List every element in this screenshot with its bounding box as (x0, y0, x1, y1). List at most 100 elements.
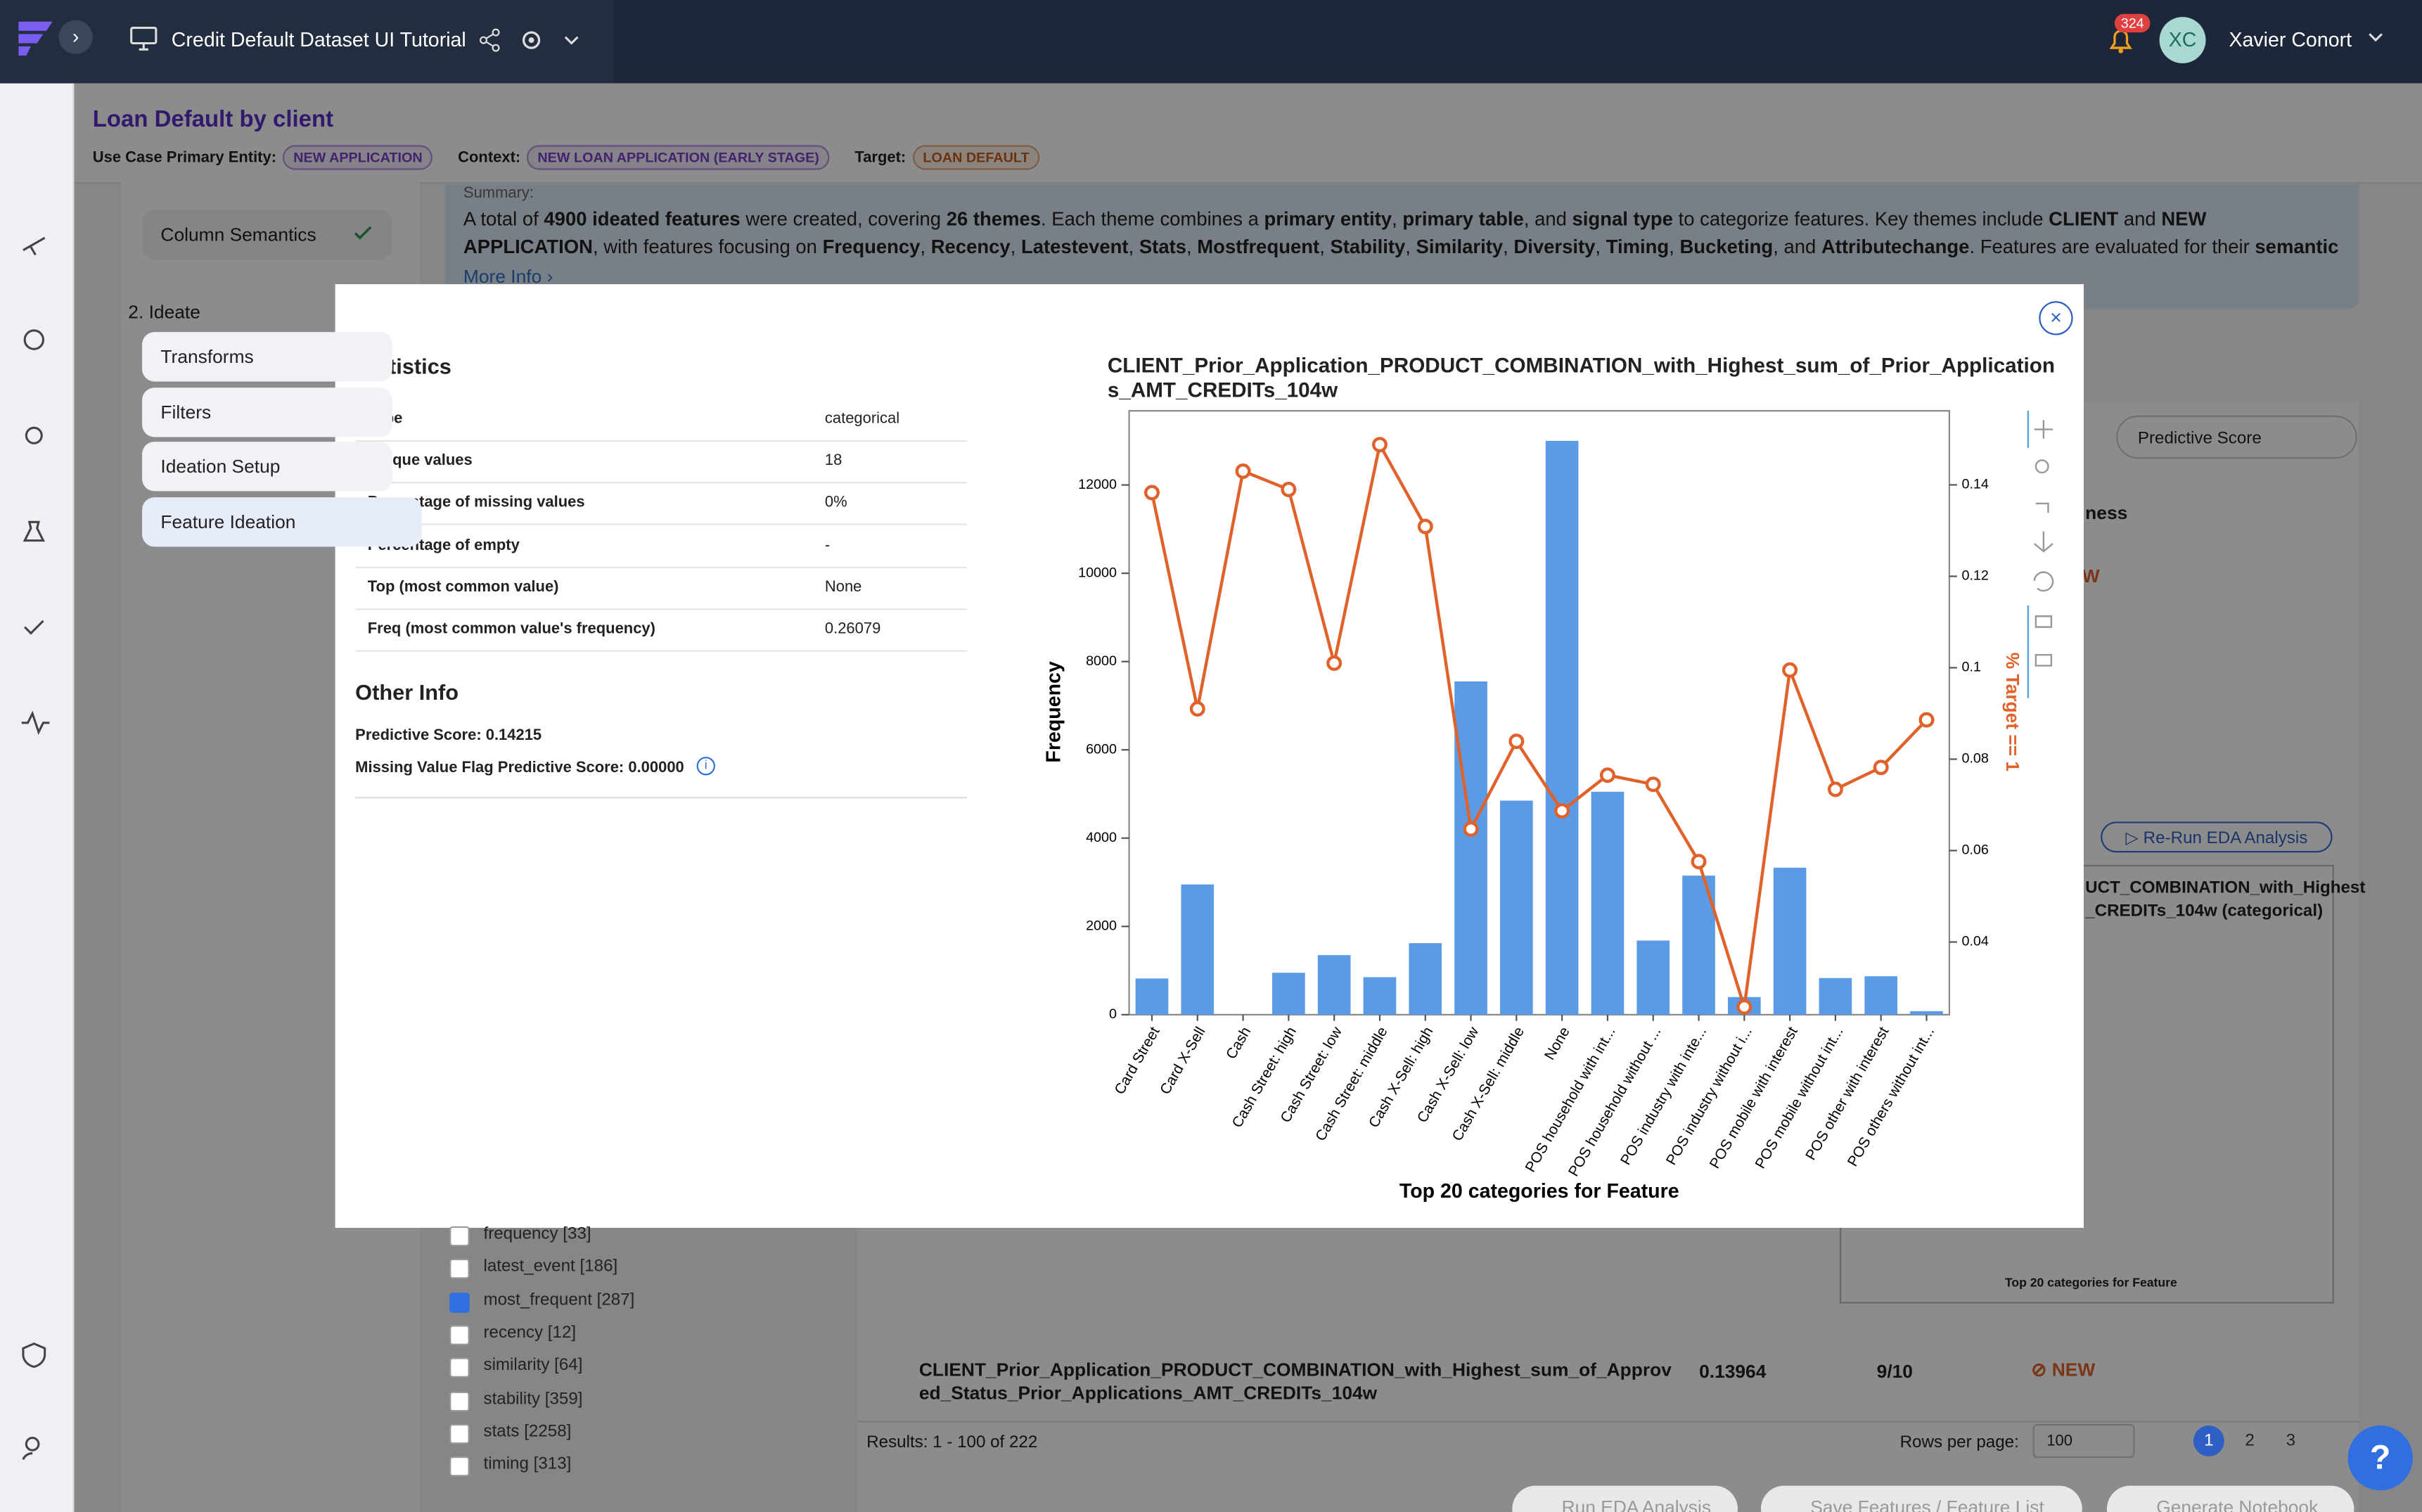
summary-segment: semantic relevance (2255, 236, 2339, 258)
y-tick-label: 4000 (1086, 830, 1117, 845)
y2-tick-label: 0.04 (1961, 934, 1988, 949)
summary-segment: , (1319, 236, 1331, 258)
action-button[interactable]: Save Features / Feature List (1760, 1485, 2082, 1512)
step-done[interactable]: Column Semantics (142, 210, 392, 260)
line-point (1554, 802, 1570, 819)
line-point (1873, 760, 1889, 776)
theme-label: frequency [33] (483, 1224, 591, 1243)
summary-segment: , (1669, 236, 1680, 258)
summary-segment: to categorize features. Key themes inclu… (1672, 208, 2049, 231)
avatar[interactable]: XC (2159, 17, 2206, 64)
page-button[interactable]: 3 (2286, 1431, 2296, 1451)
step-item[interactable]: Filters (142, 387, 392, 437)
user-name[interactable]: Xavier Conort (2229, 27, 2352, 51)
x-axis-label: Top 20 categories for Feature (1399, 1180, 1679, 1203)
stat-value: - (824, 537, 831, 554)
label: Target: (854, 150, 906, 167)
theme-label: timing [313] (483, 1454, 572, 1474)
x-tick-label: POS industry with inte... (1617, 1024, 1710, 1167)
summary-segment: , (1186, 236, 1198, 258)
action-button[interactable]: Generate Notebook (2106, 1485, 2354, 1512)
summary-segment: , with features focusing on (592, 236, 823, 258)
rail-icons[interactable] (18, 229, 52, 1464)
summary-label: Summary: (463, 185, 534, 203)
line-point (1918, 712, 1935, 728)
summary-segment: Stability (1330, 236, 1406, 258)
checkbox[interactable] (449, 1325, 470, 1345)
chart: 0 2000 4000 6000 8000 10000 12000 0.04 0.06 0.08 0… (1043, 410, 2054, 1203)
checkbox[interactable] (449, 1226, 470, 1247)
x-tick-label: None (1542, 1024, 1573, 1063)
line-point (1417, 518, 1433, 534)
summary-segment: , (1392, 208, 1403, 231)
stat-value: 0% (824, 494, 847, 512)
eda-modal: Statistics Other Info Predictive Score: … (335, 284, 2084, 1228)
left-rail (0, 83, 75, 1512)
use-case-meta: Use Case Primary Entity: NEW APPLICATION C… (93, 145, 1065, 170)
y-tick-label: 8000 (1086, 653, 1117, 669)
line-point (1281, 481, 1297, 497)
checkbox[interactable] (449, 1456, 470, 1477)
stat-row (355, 567, 967, 610)
step-item[interactable]: Transforms (142, 332, 392, 382)
x-tick-label: POS mobile with interest (1707, 1024, 1801, 1171)
checkbox[interactable] (449, 1390, 470, 1411)
theme-label: latest_event [186] (483, 1257, 618, 1276)
link-text: More Info (463, 265, 542, 288)
feature-name[interactable]: CLIENT_Prior_Application_PRODUCT_COMBINA… (918, 1359, 1672, 1404)
line-point (1326, 655, 1343, 671)
summary-segment: CLIENT (2049, 208, 2119, 231)
sort-select[interactable]: Predictive Score (2116, 415, 2357, 459)
y2-tick-label: 0.1 (1961, 660, 1980, 675)
stat-row (355, 482, 967, 526)
summary-segment: primary table (1402, 208, 1524, 231)
bar (1773, 867, 1807, 1015)
status-fragment: W (2082, 565, 2100, 587)
help-button[interactable]: ? (2347, 1425, 2413, 1491)
more-info-link[interactable]: More Info › (463, 265, 553, 288)
step-label: Column Semantics (160, 224, 316, 246)
y-tick-label: 10000 (1078, 565, 1117, 580)
plot-area (1128, 410, 1950, 1016)
close-button[interactable]: × (2039, 301, 2073, 335)
x-tick-label: POS other with interest (1802, 1024, 1892, 1162)
button-text: Re-Run EDA Analysis (2143, 829, 2308, 848)
x-tick-label: Card Street (1111, 1024, 1162, 1097)
summary-segment: primary entity (1264, 208, 1392, 231)
summary-segment: , (1405, 236, 1416, 258)
checkbox[interactable] (449, 1292, 470, 1312)
check-icon (354, 226, 372, 240)
expand-button[interactable]: › (58, 20, 93, 54)
step-item[interactable]: Feature Ideation (142, 497, 422, 547)
action-button[interactable]: Run EDA Analysis (1512, 1485, 1738, 1512)
column-header: ness (2085, 501, 2128, 524)
summary-text: A total of 4900 ideated features were cr… (463, 205, 2340, 261)
summary-segment: Latestevent (1020, 236, 1129, 258)
stat-label: Freq (most common value's frequency) (367, 620, 655, 638)
summary-segment: , (1503, 236, 1514, 258)
checkbox[interactable] (449, 1357, 470, 1378)
rerun-button[interactable]: ▷ Re-Run EDA Analysis (2101, 821, 2333, 853)
summary-segment: 4900 ideated features (544, 208, 741, 231)
info-icon[interactable]: i (696, 757, 715, 776)
page-button[interactable]: 1 (2193, 1425, 2224, 1456)
summary-segment: Diversity (1513, 236, 1596, 258)
line-point (1508, 733, 1525, 750)
theme-label: similarity [64] (483, 1356, 583, 1375)
step-item[interactable]: Ideation Setup (142, 442, 392, 492)
x-tick-label: POS industry without i... (1663, 1024, 1755, 1167)
checkbox[interactable] (449, 1423, 470, 1444)
rows-select[interactable]: 100 (2032, 1423, 2135, 1459)
page-button[interactable]: 2 (2245, 1431, 2255, 1451)
summary-segment: , and (1523, 208, 1572, 231)
chart-toolbar[interactable] (2027, 411, 2054, 698)
checkbox[interactable] (449, 1259, 470, 1280)
project-actions[interactable] (478, 26, 586, 54)
user-menu-icon[interactable] (2366, 31, 2385, 46)
summary-segment: Frequency (822, 236, 921, 258)
stat-value: 0.26079 (824, 620, 881, 638)
label: Context: (458, 150, 521, 167)
status-text: NEW (2051, 1359, 2096, 1381)
monitor-icon (130, 26, 158, 51)
stat-label: Top (most common value) (367, 579, 559, 596)
